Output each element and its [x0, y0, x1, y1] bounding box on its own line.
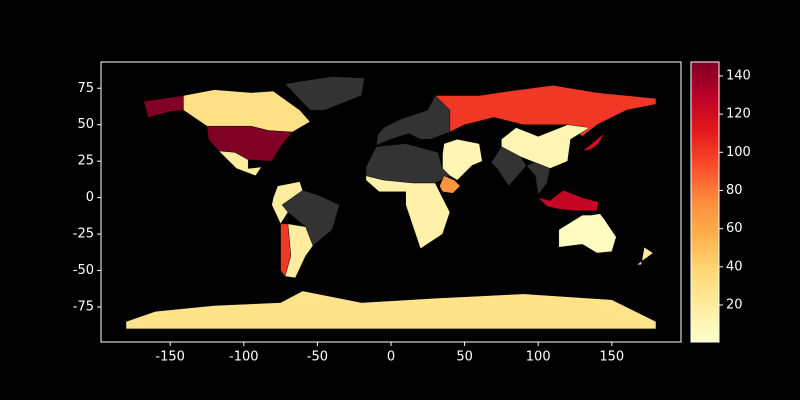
x-tick-label: 100	[526, 350, 551, 365]
y-tick-label: 0	[86, 190, 94, 205]
region	[582, 133, 605, 152]
x-tick-label: 0	[387, 350, 395, 365]
x-tick-label: 50	[456, 350, 473, 365]
colorbar-tick-label: 80	[726, 183, 743, 198]
y-tick-label: 50	[77, 117, 94, 132]
region	[530, 190, 599, 211]
region	[434, 85, 657, 137]
region	[271, 181, 303, 225]
region	[501, 124, 591, 169]
region	[558, 213, 617, 254]
y-tick-label: -50	[73, 263, 94, 278]
region	[125, 290, 657, 330]
region	[218, 150, 262, 176]
colorbar-tick-label: 100	[726, 145, 751, 160]
region	[439, 175, 461, 194]
colorbar-tick-label: 40	[726, 259, 743, 274]
region	[442, 139, 483, 181]
x-tick-label: -100	[229, 350, 259, 365]
region	[526, 162, 551, 196]
y-tick-label: 75	[77, 81, 94, 96]
colorbar-tick-label: 20	[726, 297, 743, 312]
region	[143, 95, 184, 118]
colorbar-tick-label: 140	[726, 68, 751, 83]
region	[636, 246, 654, 265]
region	[284, 223, 314, 279]
region	[281, 190, 340, 247]
y-tick-label: 25	[77, 154, 94, 169]
colorbar	[690, 61, 720, 343]
y-tick-label: -75	[73, 300, 94, 315]
region	[284, 76, 365, 111]
region	[183, 89, 311, 133]
x-tick-label: -150	[155, 350, 185, 365]
x-tick-label: -50	[307, 350, 328, 365]
x-tick-label: 150	[599, 350, 624, 365]
colorbar-tick-label: 120	[726, 107, 751, 122]
map-layer	[125, 76, 657, 330]
y-tick-label: -25	[73, 227, 94, 242]
region	[365, 175, 451, 249]
colorbar-tick-label: 60	[726, 221, 743, 236]
